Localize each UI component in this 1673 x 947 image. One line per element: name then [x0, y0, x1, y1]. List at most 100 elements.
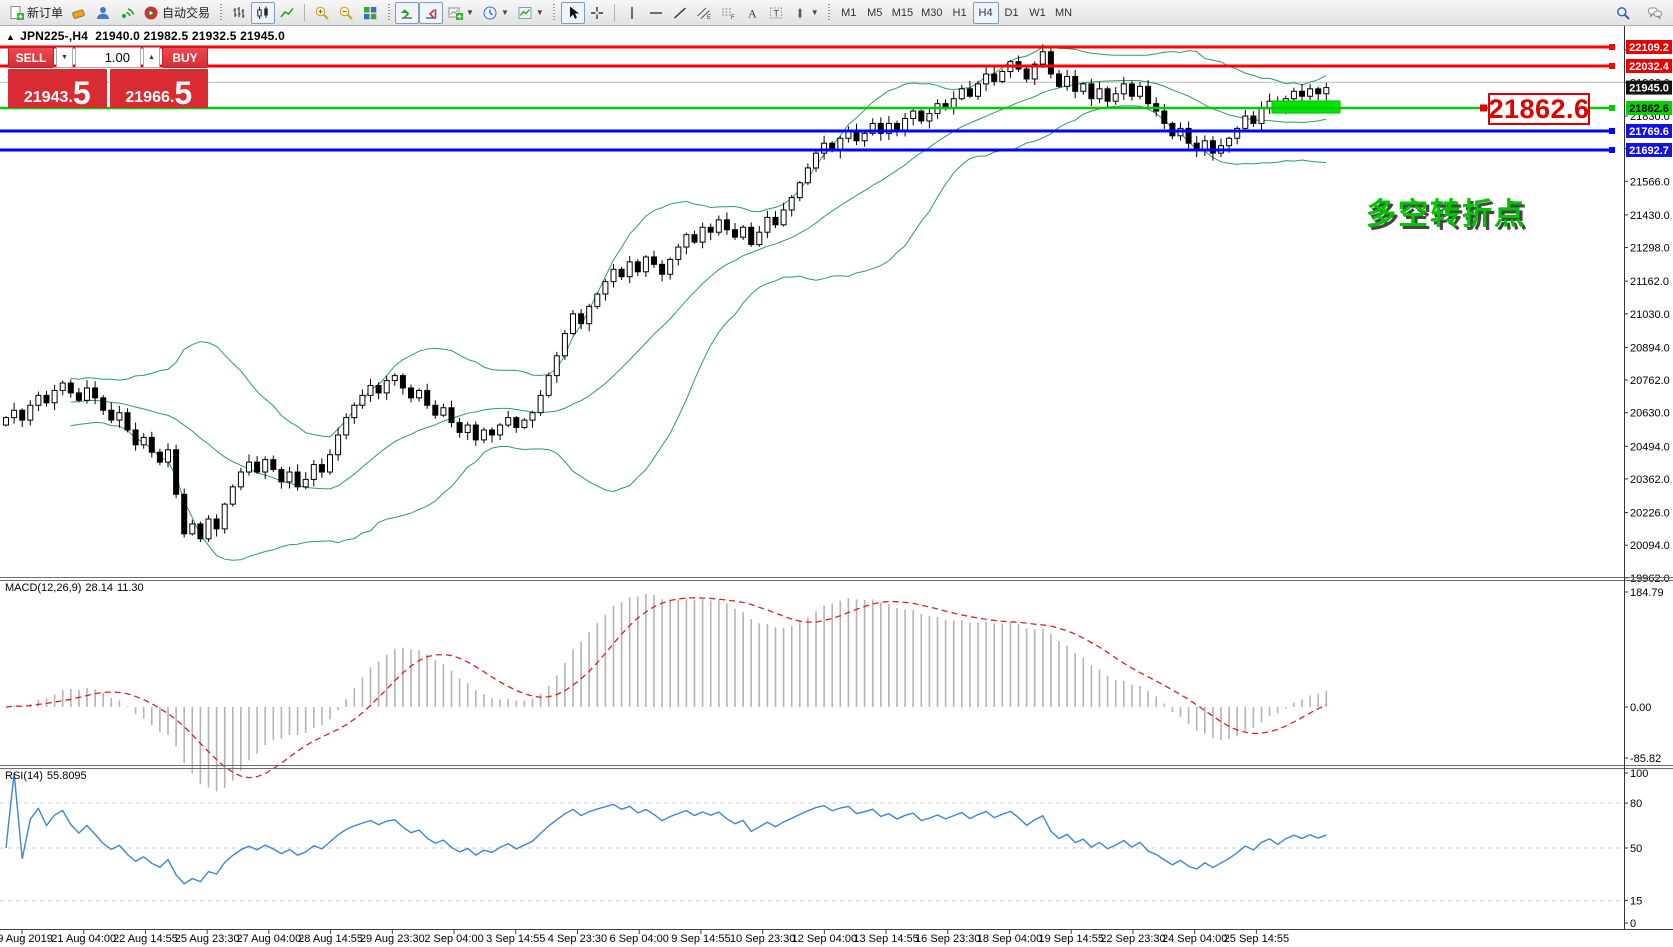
crosshair-icon — [590, 6, 603, 19]
signal-button[interactable] — [115, 2, 139, 24]
toolbar-gripper — [826, 3, 832, 22]
profile-icon — [97, 6, 110, 19]
tab-timeframe-H4[interactable]: H4 — [972, 1, 999, 24]
vertical-line-button[interactable] — [620, 2, 644, 24]
candles-layer — [3, 44, 1330, 542]
vertical-line-icon — [631, 6, 633, 19]
autotrade-button[interactable]: 自动交易 — [139, 2, 214, 24]
svg-text:25 Aug 23:30: 25 Aug 23:30 — [175, 933, 240, 945]
eraser-button[interactable] — [67, 2, 91, 24]
trendline-icon — [673, 6, 686, 19]
new-order-button[interactable]: 新订单 — [4, 2, 67, 24]
trendline-button[interactable] — [668, 2, 692, 24]
svg-text:20894.0: 20894.0 — [1630, 342, 1670, 354]
candlestick-button[interactable] — [251, 1, 276, 24]
zoom-out-icon — [339, 6, 353, 20]
svg-text:16 Sep 23:30: 16 Sep 23:30 — [915, 933, 980, 945]
tab-timeframe-M15[interactable]: M15 — [891, 6, 914, 19]
line-chart-button[interactable] — [275, 2, 299, 24]
svg-text:21162.0: 21162.0 — [1630, 276, 1669, 288]
rsi-layer — [0, 772, 1624, 901]
toolbar-gripper — [551, 3, 557, 22]
period-button[interactable]: ▼ — [478, 2, 513, 24]
label-icon: T — [769, 7, 782, 18]
fibonacci-button[interactable]: F — [716, 2, 740, 24]
search-button[interactable] — [1611, 2, 1635, 24]
tab-timeframe-H1[interactable]: H1 — [952, 6, 967, 19]
template-button[interactable]: ▼ — [513, 2, 548, 24]
toolbar-gripper — [218, 3, 224, 22]
svg-text:50: 50 — [1630, 843, 1642, 855]
tab-timeframe-M1[interactable]: M1 — [841, 6, 857, 19]
autotrade-label: 自动交易 — [162, 6, 211, 20]
bar-chart-button[interactable] — [227, 2, 251, 24]
svg-text:20362.0: 20362.0 — [1630, 474, 1670, 486]
svg-text:18 Sep 04:00: 18 Sep 04:00 — [977, 933, 1042, 945]
svg-text:24 Sep 04:00: 24 Sep 04:00 — [1162, 933, 1227, 945]
chart-canvas[interactable]: 22098.021966.021830.021698.021566.021430… — [0, 26, 1673, 947]
collapse-panel-arrow[interactable]: ▲ — [6, 32, 16, 42]
svg-text:12 Sep 04:00: 12 Sep 04:00 — [792, 933, 857, 945]
arrows-icon — [797, 7, 802, 18]
svg-text:21 Aug 04:00: 21 Aug 04:00 — [51, 933, 116, 945]
label-button[interactable]: T — [764, 2, 788, 24]
symbol-period: JPN225-,H4 — [20, 29, 89, 43]
zoom-out-button[interactable] — [334, 2, 358, 24]
channel-button[interactable]: E — [692, 2, 716, 24]
chevron-down-icon: ▼ — [466, 8, 474, 17]
tile-windows-button[interactable] — [358, 2, 382, 24]
text-button[interactable]: A — [740, 2, 764, 24]
svg-text:21945.0: 21945.0 — [1629, 83, 1669, 95]
svg-text:9 Sep 14:55: 9 Sep 14:55 — [671, 933, 730, 945]
buy-price-main: 21966 — [125, 89, 170, 106]
svg-text:21566.0: 21566.0 — [1630, 176, 1670, 188]
level-lines-layer[interactable] — [0, 44, 1615, 153]
svg-text:19962.0: 19962.0 — [1630, 573, 1670, 585]
autotrade-icon — [144, 6, 158, 19]
text-icon: A — [748, 6, 757, 20]
toolbar: 新订单 自动交易 — [0, 0, 1673, 26]
horizontal-line-button[interactable] — [644, 2, 668, 24]
sell-price-block[interactable]: 21943. 5 — [8, 69, 107, 111]
shift-chart-button[interactable] — [395, 1, 420, 24]
tab-timeframe-MN[interactable]: MN — [1054, 6, 1073, 19]
volume-up-button[interactable]: ▲ — [143, 47, 160, 68]
svg-text:13 Sep 14:55: 13 Sep 14:55 — [853, 933, 918, 945]
cursor-button[interactable] — [560, 1, 585, 24]
price-quote-annotation[interactable]: 21862.6 — [1488, 93, 1590, 125]
tab-timeframe-M30[interactable]: M30 — [921, 6, 943, 19]
svg-text:4 Sep 23:30: 4 Sep 23:30 — [548, 933, 607, 945]
svg-text:20630.0: 20630.0 — [1630, 408, 1670, 420]
new-chart-button[interactable]: ▼ — [443, 2, 478, 24]
toolbar-gripper — [386, 3, 392, 22]
toolbar-separator — [613, 3, 615, 22]
tab-timeframe-W1[interactable]: W1 — [1029, 6, 1046, 19]
volume-down-button[interactable]: ▼ — [56, 47, 73, 68]
chart-area[interactable]: 22098.021966.021830.021698.021566.021430… — [0, 26, 1673, 947]
horizontal-line-icon — [649, 11, 662, 14]
profile-button[interactable] — [91, 2, 115, 24]
search-icon — [1617, 7, 1630, 20]
buy-button[interactable]: BUY — [162, 47, 208, 68]
ohlc-values: 21940.0 21982.5 21932.5 21945.0 — [95, 29, 285, 43]
sell-price-frac: 5 — [72, 75, 91, 111]
arrows-button[interactable]: ▼ — [788, 2, 823, 24]
zoom-in-button[interactable] — [310, 2, 334, 24]
svg-text:19 Sep 14:55: 19 Sep 14:55 — [1039, 933, 1104, 945]
fibonacci-icon: F — [721, 8, 735, 21]
svg-text:184.79: 184.79 — [1630, 587, 1664, 599]
crosshair-button[interactable] — [585, 2, 609, 24]
toolbar-separator — [304, 3, 306, 22]
chat-button[interactable] — [1643, 2, 1667, 24]
tab-timeframe-M5[interactable]: M5 — [867, 6, 883, 19]
sell-button[interactable]: SELL — [8, 47, 54, 68]
chevron-down-icon: ▼ — [810, 8, 819, 17]
svg-text:21692.7: 21692.7 — [1629, 145, 1669, 157]
auto-scroll-button[interactable] — [419, 1, 444, 24]
panel-separators — [0, 26, 1673, 930]
tab-timeframe-D1[interactable]: D1 — [1004, 6, 1019, 19]
svg-text:27 Aug 04:00: 27 Aug 04:00 — [236, 933, 301, 945]
buy-price-block[interactable]: 21966. 5 — [109, 69, 208, 109]
svg-text:28 Aug 14:55: 28 Aug 14:55 — [298, 933, 363, 945]
volume-input[interactable] — [75, 47, 141, 68]
